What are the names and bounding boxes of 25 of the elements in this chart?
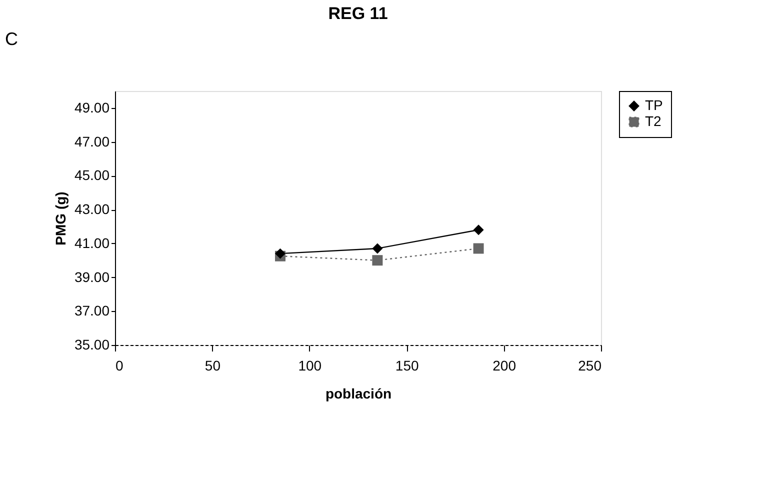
legend-label: T2 <box>645 113 662 129</box>
y-tick-label: 43.00 <box>74 201 110 218</box>
point <box>372 243 383 254</box>
point <box>473 224 484 236</box>
x-axis-title: población <box>325 386 392 402</box>
text: C <box>5 29 18 49</box>
x-tick-label: 100 <box>298 358 322 374</box>
y-tick-label: 49.00 <box>74 99 110 116</box>
point <box>372 255 383 266</box>
x-tick-label: 50 <box>204 358 221 374</box>
point <box>473 243 484 254</box>
point <box>274 248 286 259</box>
legend-label: TP <box>645 97 663 113</box>
y-tick-label: 41.00 <box>74 234 110 251</box>
x-tick-label: 0 <box>116 358 124 374</box>
y-tick-label: 45.00 <box>74 167 110 184</box>
y-axis-title: PMG (g) <box>52 192 68 246</box>
y-tick-label: 39.00 <box>74 268 110 285</box>
chart-title: REG 11 <box>328 4 388 23</box>
y-tick-label: 37.00 <box>74 302 110 319</box>
x-tick-label: 250 <box>578 358 602 374</box>
x-tick-label: 150 <box>395 358 419 374</box>
y-tick-label: 35.00 <box>74 336 110 352</box>
x-tick-label: 200 <box>492 358 516 374</box>
y-tick-label: 47.00 <box>74 133 110 150</box>
